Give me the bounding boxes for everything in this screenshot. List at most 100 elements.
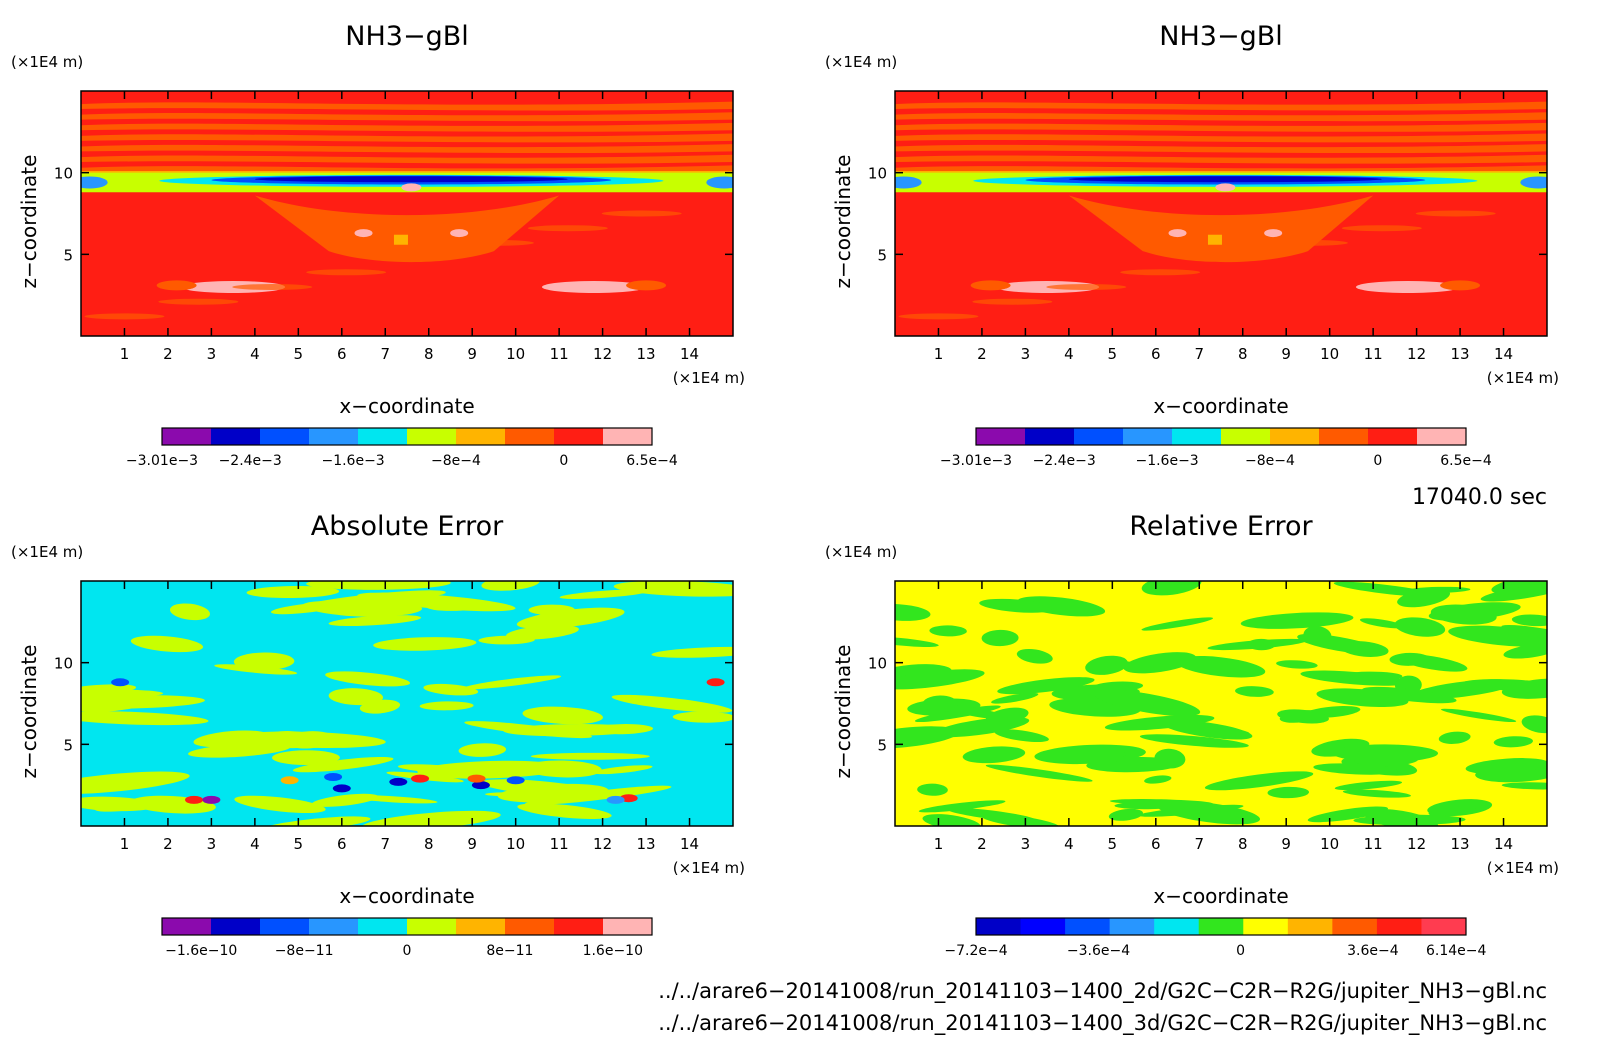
- field-stripe: [981, 629, 1019, 647]
- y-tick-label: 10: [54, 655, 73, 673]
- field-stripe: [979, 598, 1055, 613]
- y-unit-label: (×1E4 m): [11, 53, 83, 71]
- field-stripe: [1334, 780, 1403, 791]
- x-tick-label: 8: [424, 345, 434, 363]
- colorbar-tick-label: 6.5e−4: [1440, 453, 1492, 469]
- field-stripe: [1521, 715, 1547, 734]
- colorbar-tick-label: −8e−4: [431, 453, 481, 469]
- colorbar-swatch: [1198, 918, 1244, 935]
- x-tick-label: 6: [337, 835, 347, 853]
- colorbar-tick-label: −8e−11: [275, 943, 334, 959]
- colorbar-tick-label: 6.14e−4: [1426, 943, 1487, 959]
- colorbar-swatch: [1368, 428, 1418, 445]
- x-tick-label: 2: [163, 835, 173, 853]
- x-unit-label: (×1E4 m): [673, 859, 745, 877]
- field-band: [895, 122, 1547, 132]
- x-tick-label: 3: [1021, 835, 1031, 853]
- file-path-2d: ../../arare6−20141008/run_20141103−1400_…: [658, 979, 1547, 1004]
- colorbar-swatch: [603, 918, 653, 935]
- x-tick-label: 2: [977, 345, 987, 363]
- x-axis-label: x−coordinate: [1153, 394, 1288, 418]
- field-stripe: [943, 705, 1009, 720]
- field-stripe: [1016, 648, 1053, 664]
- field-stripe: [1139, 734, 1249, 748]
- field-stripe: [246, 585, 340, 598]
- field-band: [81, 101, 733, 111]
- field-stripe: [188, 742, 291, 758]
- x-tick-label: 6: [1151, 345, 1161, 363]
- x-axis-label: x−coordinate: [339, 394, 474, 418]
- field-streak: [898, 313, 979, 320]
- field-stripe: [1406, 586, 1471, 594]
- field-stripe: [1359, 618, 1405, 629]
- field-stripe: [895, 636, 939, 647]
- colorbar-tick-label: −1.6e−3: [1135, 453, 1198, 469]
- field-stripe: [1207, 638, 1307, 651]
- field-patch: [626, 280, 667, 291]
- colorbar-swatch: [456, 428, 506, 445]
- y-tick-label: 5: [877, 246, 887, 264]
- field-stripe: [895, 726, 960, 749]
- field-stripe: [1041, 747, 1126, 762]
- colorbar-swatch: [309, 428, 359, 445]
- field-stripe: [1141, 581, 1202, 596]
- panel-title: NH3−gBl: [1159, 21, 1282, 52]
- colorbar-tick-label: −7.2e−4: [944, 943, 1007, 959]
- field-stripe: [1430, 604, 1497, 625]
- field-extreme: [411, 774, 430, 783]
- field-spot: [393, 234, 408, 245]
- field-layer: [1520, 176, 1547, 189]
- field-stripe: [1362, 686, 1457, 704]
- colorbar-swatch: [1065, 918, 1111, 935]
- field-stripe: [994, 729, 1049, 743]
- field-stripe: [130, 635, 204, 653]
- colorbar-swatch: [1319, 428, 1369, 445]
- colorbar-tick-label: −3.6e−4: [1067, 943, 1130, 959]
- x-tick-label: 1: [934, 345, 944, 363]
- field-stripe: [1104, 714, 1215, 731]
- field-stripe: [997, 677, 1095, 695]
- colorbar-tick-label: 3.6e−4: [1347, 943, 1399, 959]
- colorbar-swatch: [1421, 918, 1467, 935]
- field-extreme: [506, 776, 525, 785]
- colorbar-tick-label: 0: [1373, 453, 1382, 469]
- x-tick-label: 12: [593, 345, 612, 363]
- field-stripe: [1277, 709, 1329, 724]
- field-stripe: [417, 760, 564, 779]
- x-tick-label: 8: [424, 835, 434, 853]
- x-tick-label: 7: [1194, 345, 1204, 363]
- y-tick-label: 5: [63, 246, 73, 264]
- panel-title: Absolute Error: [311, 511, 504, 542]
- field-extreme: [467, 774, 486, 783]
- colorbar-tick-label: −3.01e−3: [940, 453, 1012, 469]
- colorbar-swatch: [505, 428, 555, 445]
- field-layer: [895, 176, 922, 189]
- field-stripe: [1041, 603, 1097, 616]
- x-tick-label: 8: [1238, 345, 1248, 363]
- field-layer: [1215, 183, 1236, 192]
- field-stripe: [462, 675, 562, 690]
- x-tick-label: 5: [1108, 835, 1118, 853]
- field-layer: [401, 183, 422, 192]
- x-tick-label: 13: [637, 345, 656, 363]
- field-stripe: [1342, 789, 1411, 798]
- field-patch: [970, 280, 1011, 291]
- field-stripe: [947, 807, 1037, 822]
- field-stripe: [922, 814, 981, 826]
- colorbar-swatch: [1020, 918, 1066, 935]
- field-stripe: [530, 752, 650, 760]
- field-stripe: [426, 602, 477, 611]
- colorbar-swatch: [260, 428, 310, 445]
- x-tick-label: 6: [1151, 835, 1161, 853]
- colorbar-swatch: [603, 428, 653, 445]
- plot-frame: [80, 90, 734, 337]
- colorbar-tick-label: 6.5e−4: [626, 453, 678, 469]
- colorbar-tick-label: −2.4e−3: [1033, 453, 1096, 469]
- field-stripe: [506, 625, 579, 640]
- field-extreme: [332, 784, 351, 793]
- field-stripe: [1480, 583, 1547, 602]
- plot-frame: [80, 580, 734, 827]
- field-stripe: [1162, 720, 1253, 740]
- field-stripe: [895, 603, 931, 621]
- field-stripe: [81, 695, 148, 705]
